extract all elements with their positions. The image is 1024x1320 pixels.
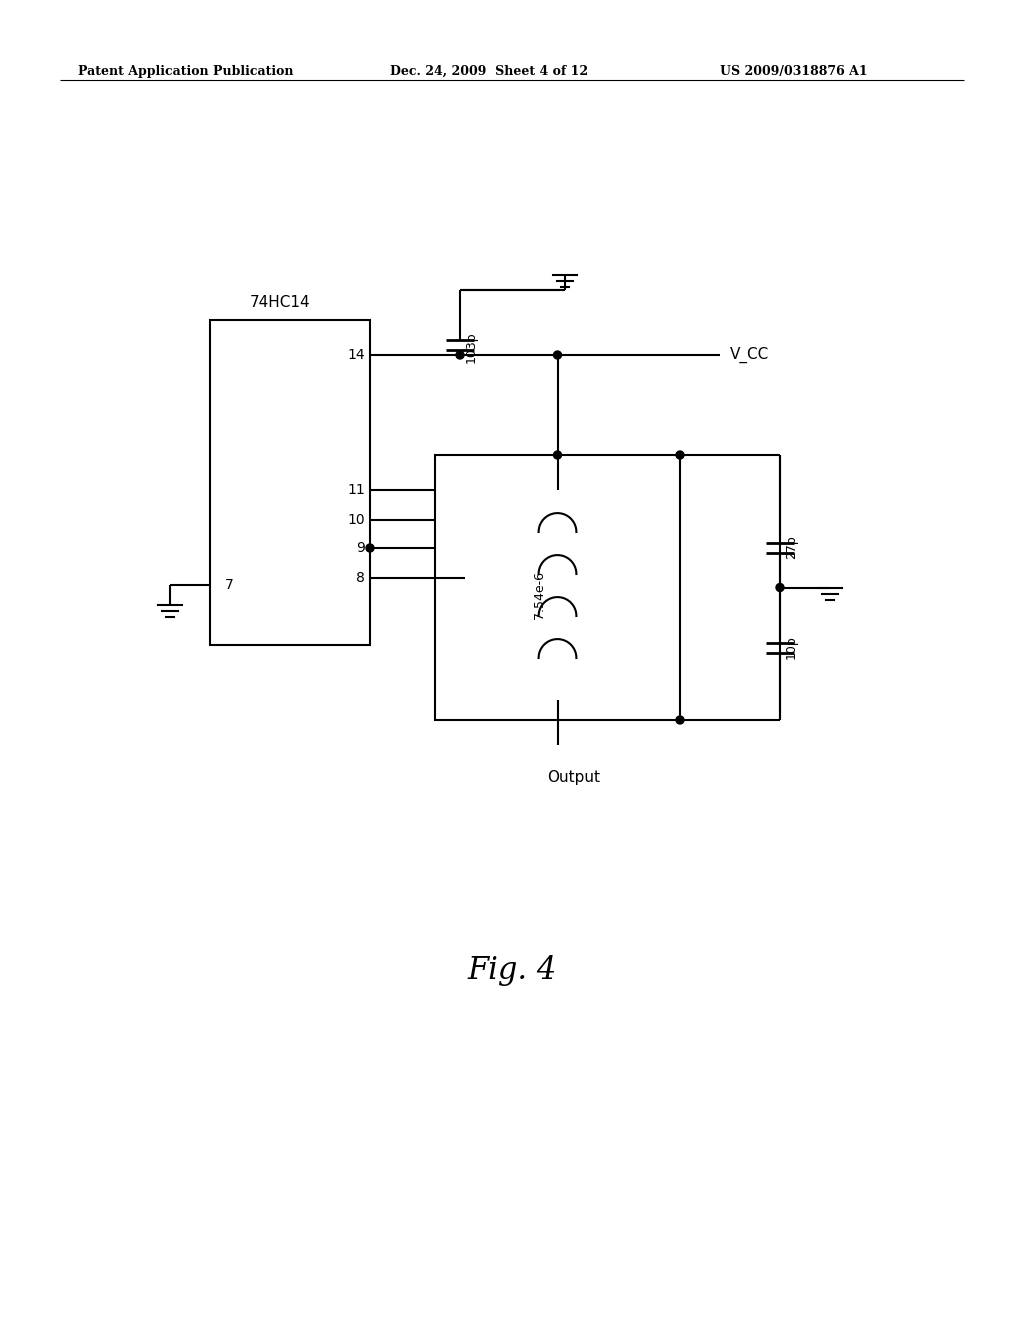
Text: 10: 10 <box>347 513 365 527</box>
Text: 11: 11 <box>347 483 365 498</box>
Text: Dec. 24, 2009  Sheet 4 of 12: Dec. 24, 2009 Sheet 4 of 12 <box>390 65 588 78</box>
Text: Fig. 4: Fig. 4 <box>467 954 557 986</box>
Text: 9: 9 <box>356 541 365 554</box>
Circle shape <box>366 544 374 552</box>
Text: 27p: 27p <box>785 536 798 560</box>
Circle shape <box>554 351 561 359</box>
Text: V_CC: V_CC <box>730 347 769 363</box>
Text: Patent Application Publication: Patent Application Publication <box>78 65 294 78</box>
Circle shape <box>554 451 561 459</box>
Circle shape <box>676 451 684 459</box>
Text: 8: 8 <box>356 572 365 585</box>
Circle shape <box>776 583 784 591</box>
Text: 7: 7 <box>225 578 233 591</box>
Text: 7.54e-6: 7.54e-6 <box>534 572 546 619</box>
Text: Output: Output <box>548 770 600 785</box>
Text: 74HC14: 74HC14 <box>250 294 310 310</box>
Text: 10p: 10p <box>785 636 798 660</box>
Bar <box>435 455 680 719</box>
Circle shape <box>456 351 464 359</box>
Circle shape <box>676 715 684 723</box>
Bar <box>210 319 370 645</box>
Text: 103p: 103p <box>465 331 478 363</box>
Text: US 2009/0318876 A1: US 2009/0318876 A1 <box>720 65 867 78</box>
Text: 14: 14 <box>347 348 365 362</box>
